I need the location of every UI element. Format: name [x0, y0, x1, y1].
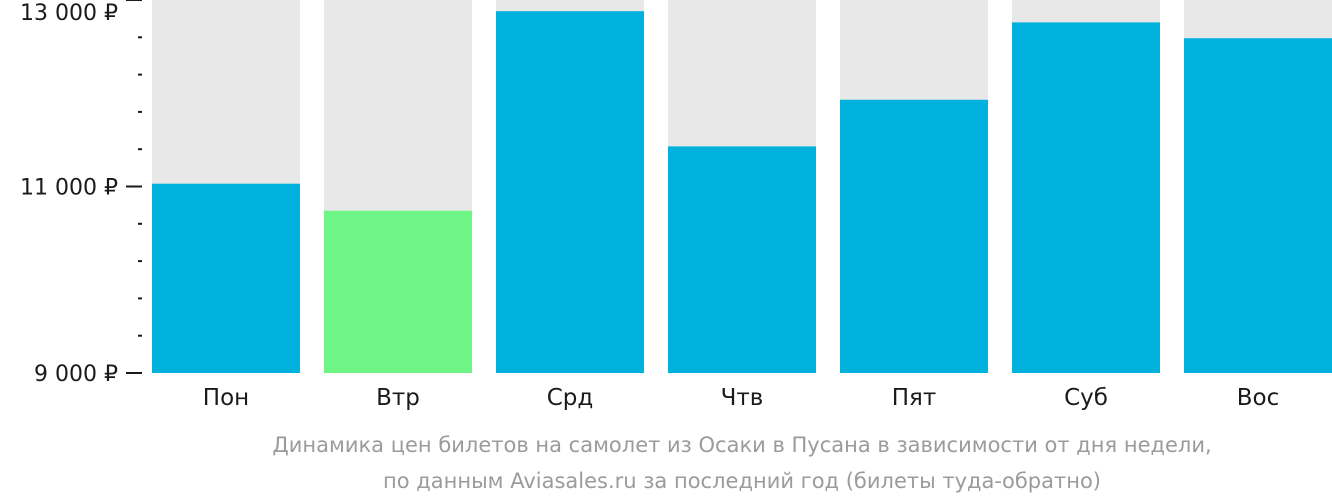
- bar-2[interactable]: [324, 210, 472, 373]
- chart-caption: Динамика цен билетов на самолет из Осаки…: [272, 433, 1211, 493]
- bar-4[interactable]: [668, 146, 816, 373]
- x-tick-label: Пон: [203, 385, 249, 411]
- y-tick-label: 13 000 ₽: [20, 1, 118, 26]
- y-axis: 13 000 ₽ 11 000 ₽ 9 000 ₽: [20, 0, 142, 387]
- x-tick-label: Чтв: [721, 385, 764, 411]
- bar-5[interactable]: [840, 99, 988, 373]
- x-tick-label: Суб: [1064, 385, 1108, 411]
- y-tick-label: 11 000 ₽: [20, 176, 118, 201]
- x-tick-label: Втр: [376, 385, 420, 411]
- x-tick-label: Пят: [892, 385, 937, 411]
- caption-line-1: Динамика цен билетов на самолет из Осаки…: [272, 433, 1211, 457]
- bar-7[interactable]: [1184, 38, 1332, 374]
- bars: [152, 11, 1332, 374]
- y-tick-label: 9 000 ₽: [34, 362, 118, 387]
- x-axis-labels: Пон Втр Срд Чтв Пят Суб Вос: [203, 385, 1279, 411]
- caption-line-2: по данным Aviasales.ru за последний год …: [383, 469, 1101, 493]
- bar-1[interactable]: [152, 183, 300, 373]
- x-tick-label: Срд: [547, 385, 594, 411]
- bar-3[interactable]: [496, 11, 644, 373]
- bar-6[interactable]: [1012, 22, 1160, 373]
- x-tick-label: Вос: [1237, 385, 1280, 411]
